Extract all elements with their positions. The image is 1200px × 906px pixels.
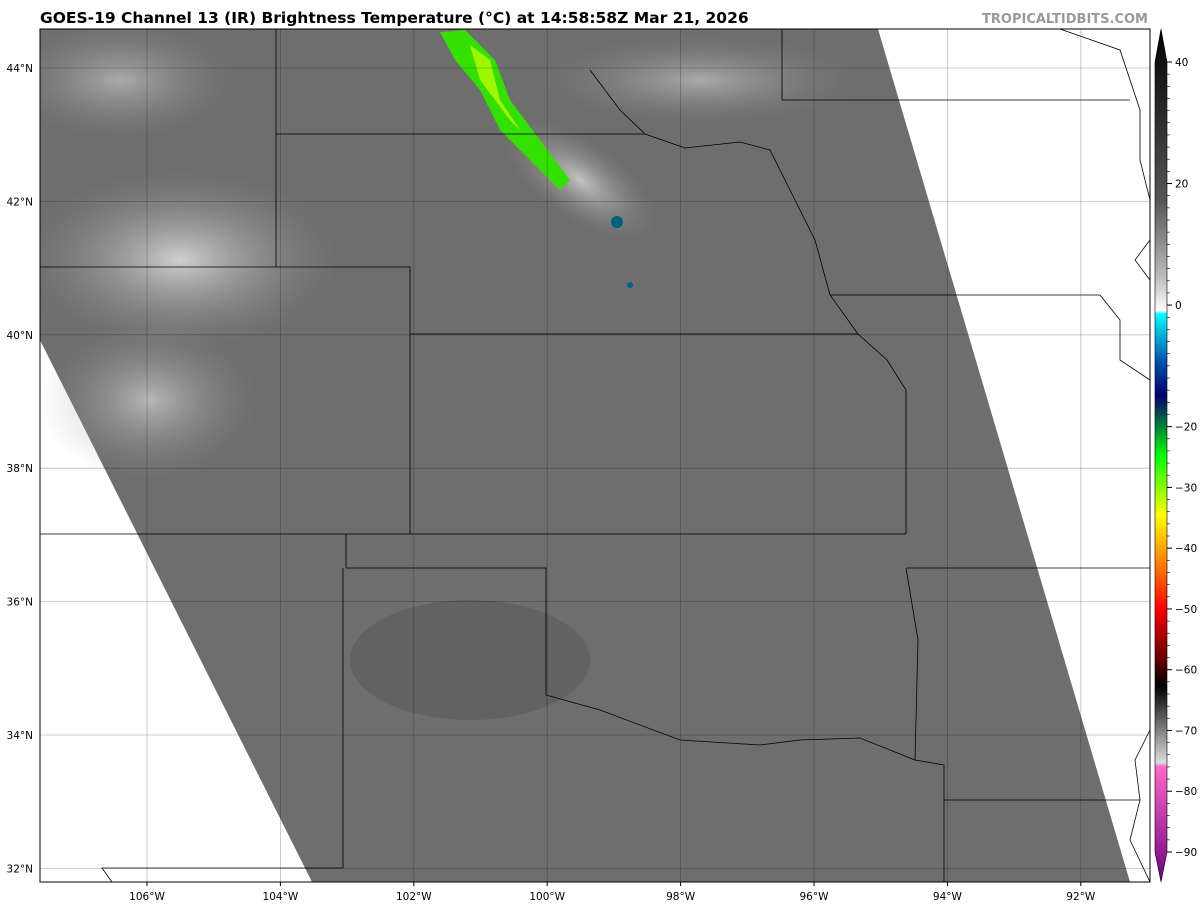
brand-watermark: TROPICALTIDBITS.COM [982,12,1148,27]
lon-label: 92°W [1066,891,1096,903]
lat-label: 32°N [7,863,33,875]
lon-label: 100°W [529,891,565,903]
colorbar-label: −70 [1175,725,1197,737]
lat-label: 36°N [7,597,33,609]
state-borders [40,28,1151,883]
lat-label: 44°N [7,63,33,75]
lon-label: 104°W [263,891,299,903]
colorbar-label: −60 [1175,665,1197,677]
colorbar-label: −80 [1175,786,1197,798]
plot-frame [39,28,1151,883]
map-title: GOES-19 Channel 13 (IR) Brightness Tempe… [40,9,749,27]
colorbar-label: −20 [1175,422,1197,434]
colorbar: 40 20 0 −20 −30 −40 −50 −60 −70 −80 −90 [1154,28,1197,883]
lat-label: 40°N [7,330,33,342]
colorbar-label: −50 [1175,604,1197,616]
lon-label: 96°W [800,891,830,903]
colorbar-bar [1154,28,1168,883]
graticule [40,29,1150,882]
longitude-labels: 106°W 104°W 102°W 100°W 98°W 96°W 94°W 92°W [129,882,1096,903]
lat-label: 42°N [7,196,33,208]
lon-label: 106°W [129,891,165,903]
colorbar-label: −40 [1175,543,1197,555]
latitude-labels: 44°N 42°N 40°N 38°N 36°N 34°N 32°N [7,63,33,875]
lat-label: 38°N [7,463,33,475]
colorbar-label: −30 [1175,482,1197,494]
lat-label: 34°N [7,730,33,742]
colorbar-label: 0 [1175,300,1182,312]
imagery-layer [40,29,1130,882]
lon-label: 94°W [933,891,963,903]
colorbar-label: 40 [1175,57,1188,69]
lon-label: 102°W [396,891,432,903]
colorbar-label: 20 [1175,179,1188,191]
lon-label: 98°W [666,891,696,903]
colorbar-label: −90 [1175,847,1197,859]
